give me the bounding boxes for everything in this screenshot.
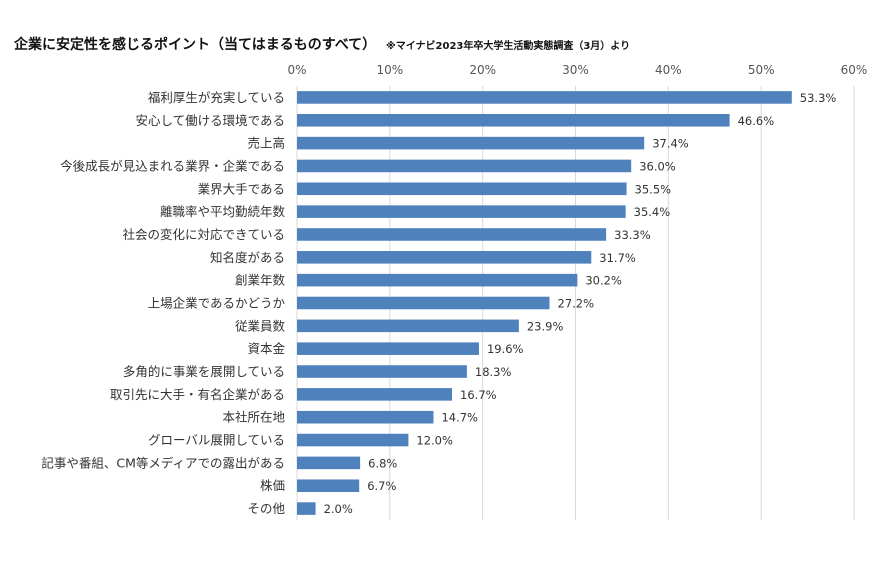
bar bbox=[297, 479, 360, 493]
x-tick-label: 50% bbox=[748, 63, 775, 77]
data-label: 19.6% bbox=[487, 342, 524, 356]
x-tick-label: 10% bbox=[376, 63, 403, 77]
x-tick-label: 40% bbox=[655, 63, 682, 77]
bar bbox=[297, 273, 578, 287]
data-label: 36.0% bbox=[639, 159, 676, 173]
data-label: 30.2% bbox=[585, 274, 622, 288]
bar bbox=[297, 136, 645, 150]
category-label: 知名度がある bbox=[210, 250, 285, 265]
bar bbox=[297, 251, 592, 264]
data-label: 18.3% bbox=[475, 365, 512, 379]
bar bbox=[297, 159, 632, 173]
x-tick-label: 20% bbox=[469, 63, 496, 77]
category-label: 多角的に事業を展開している bbox=[123, 364, 285, 379]
category-label: 今後成長が見込まれる業界・企業である bbox=[60, 158, 285, 173]
data-label: 6.7% bbox=[367, 479, 396, 493]
category-label: グローバル展開している bbox=[148, 433, 285, 448]
bar bbox=[297, 388, 453, 401]
bar bbox=[297, 296, 550, 310]
data-label: 31.7% bbox=[599, 251, 636, 265]
data-label: 23.9% bbox=[527, 319, 564, 333]
bar bbox=[297, 365, 467, 378]
category-label: 記事や番組、CM等メディアでの露出がある bbox=[41, 455, 285, 470]
bars bbox=[297, 91, 792, 515]
bar bbox=[297, 228, 607, 241]
bar bbox=[297, 91, 792, 104]
chart-subtitle: ※マイナビ2023年卒大学生活動実態調査（3月）より bbox=[386, 39, 630, 52]
x-tick-label: 60% bbox=[841, 63, 868, 77]
category-label: 売上高 bbox=[247, 136, 285, 151]
data-label: 46.6% bbox=[738, 114, 775, 128]
bar bbox=[297, 410, 434, 424]
bar bbox=[297, 433, 409, 447]
data-label: 12.0% bbox=[416, 434, 453, 448]
category-label: 社会の変化に対応できている bbox=[122, 227, 285, 242]
category-label: 株価 bbox=[260, 478, 285, 493]
bar bbox=[297, 502, 316, 515]
category-label: 取引先に大手・有名企業がある bbox=[110, 387, 285, 402]
category-label: 従業員数 bbox=[235, 318, 286, 333]
category-label: 本社所在地 bbox=[222, 410, 285, 425]
category-label: 福利厚生が充実している bbox=[148, 90, 285, 105]
bar bbox=[297, 113, 730, 127]
data-labels: 53.3% 46.6% 37.4% 36.0% 35.5% 35.4% 33.3% 31.7%… bbox=[324, 91, 837, 516]
data-label: 2.0% bbox=[324, 502, 353, 516]
category-label: 離職率や平均勤続年数 bbox=[160, 204, 286, 219]
category-label: 安心して働ける環境である bbox=[135, 113, 285, 128]
data-label: 35.4% bbox=[634, 205, 671, 219]
data-label: 6.8% bbox=[368, 456, 397, 470]
data-label: 53.3% bbox=[800, 91, 837, 105]
x-tick-label: 0% bbox=[287, 63, 306, 77]
category-label: 資本金 bbox=[247, 341, 285, 356]
bar bbox=[297, 319, 519, 333]
data-label: 16.7% bbox=[460, 388, 497, 402]
data-label: 35.5% bbox=[635, 182, 672, 196]
chart-title: 企業に安定性を感じるポイント（当てはまるものすべて） bbox=[13, 36, 376, 53]
category-label: 創業年数 bbox=[235, 273, 286, 288]
category-label: 業界大手である bbox=[198, 181, 285, 196]
category-label: 上場企業であるかどうか bbox=[148, 296, 286, 311]
bar bbox=[297, 182, 627, 196]
category-labels: 福利厚生が充実している安心して働ける環境である売上高今後成長が見込まれる業界・企… bbox=[41, 90, 285, 516]
data-label: 14.7% bbox=[441, 411, 478, 425]
data-label: 33.3% bbox=[614, 228, 651, 242]
bar bbox=[297, 456, 361, 470]
x-tick-label: 30% bbox=[562, 63, 589, 77]
category-label: その他 bbox=[247, 501, 285, 516]
data-label: 37.4% bbox=[652, 137, 689, 151]
data-label: 27.2% bbox=[558, 297, 595, 311]
bar bbox=[297, 205, 626, 218]
bar bbox=[297, 342, 479, 355]
x-axis-tick-labels: 0% 10% 20% 30% 40% 50% 60% bbox=[287, 63, 867, 77]
